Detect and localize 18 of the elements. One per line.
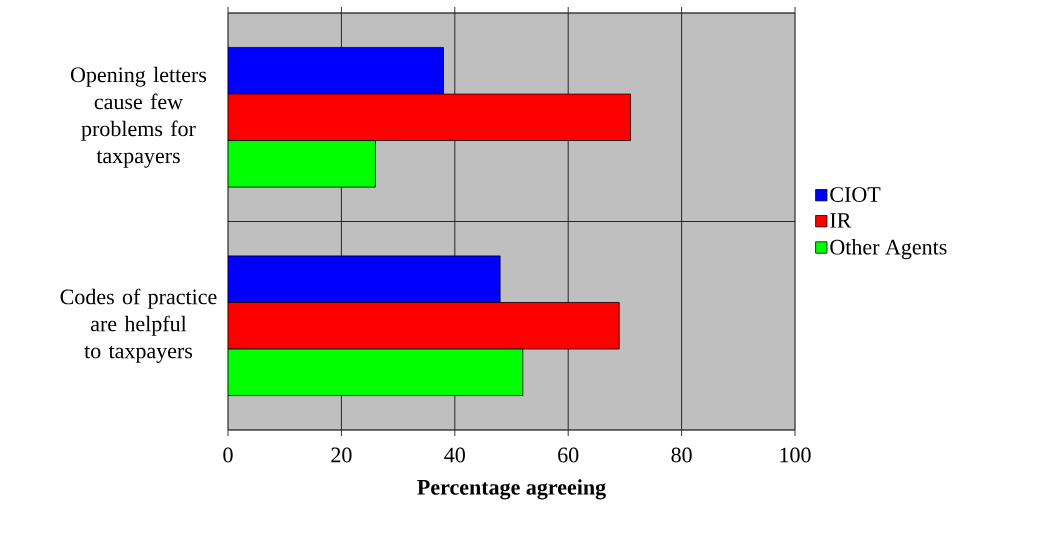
bar	[228, 302, 620, 350]
bar	[228, 348, 524, 396]
bar	[228, 140, 376, 188]
x-tick-label: 60	[558, 447, 579, 463]
y-tick-label: Codes of practice are helpful to taxpayers	[60, 288, 217, 363]
x-tick-label: 80	[671, 447, 692, 463]
y-tick-label: Opening letters cause few problems for taxpayers	[70, 66, 207, 168]
bar	[228, 93, 631, 141]
bar	[228, 47, 444, 95]
bar	[228, 255, 501, 303]
legend-label: CIOT	[830, 187, 881, 202]
legend-label: IR	[830, 213, 852, 228]
x-tick-label: 40	[444, 447, 465, 463]
x-tick-label: 20	[331, 447, 352, 463]
x-tick-label: 100	[780, 447, 811, 463]
x-axis-title: Percentage agreeing	[417, 479, 606, 500]
legend-label: Other Agents	[830, 239, 947, 260]
x-tick-label: 0	[223, 447, 233, 463]
